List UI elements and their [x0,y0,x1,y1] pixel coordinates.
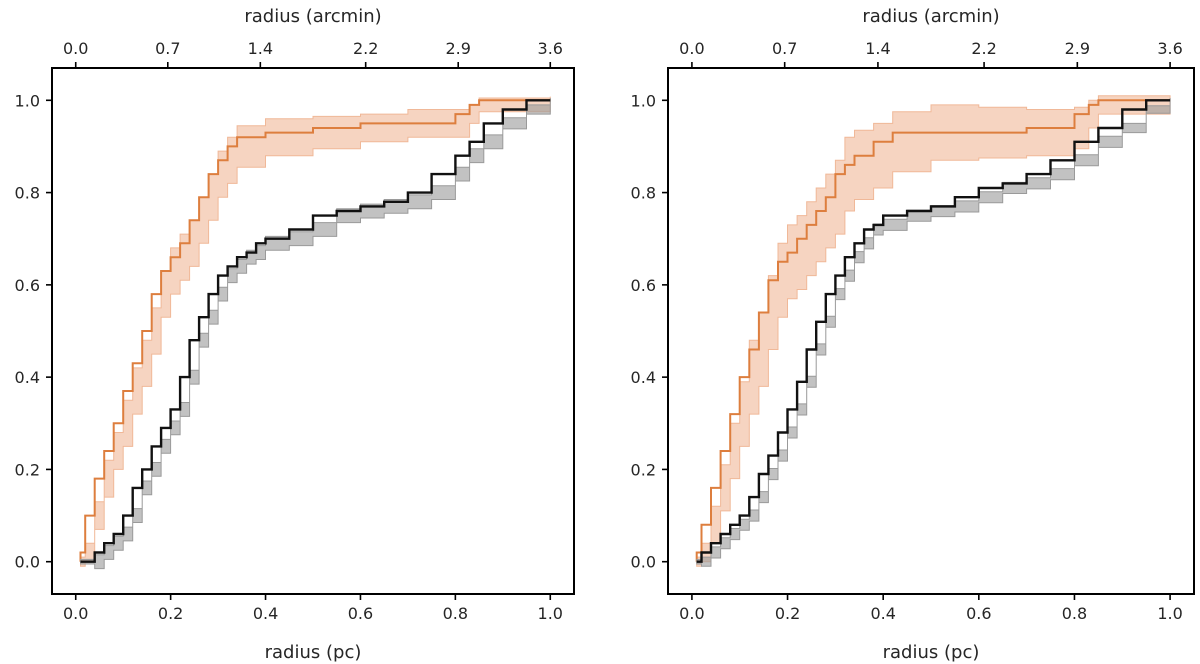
right-y-tick-label: 0.0 [631,553,656,572]
left-axes-frame [51,67,575,595]
left-y-tick-label: 0.0 [15,553,40,572]
left-top-axis-label: radius (arcmin) [244,6,381,27]
right-top-tick-label: 2.9 [1065,39,1090,58]
right-y-tick-label: 0.2 [631,460,656,479]
right-x-tick-label: 0.2 [775,604,800,623]
right-axes-frame [667,67,1195,595]
right-x-tick-label: 1.0 [1157,604,1182,623]
right-top-tick-label: 3.6 [1157,39,1182,58]
left-y-tick-label: 0.2 [15,460,40,479]
right-top-tick-label: 0.7 [772,39,797,58]
left-black-series-line [80,99,551,563]
right-black-confidence-band [696,98,1171,567]
right-top-tick-label: 2.2 [971,39,996,58]
left-y-tick-label: 1.0 [15,91,40,110]
left-x-tick-label: 0.0 [63,604,88,623]
left-y-tick-label: 0.4 [15,368,40,387]
right-x-tick-label: 0.6 [966,604,991,623]
left-top-tick-label: 2.2 [353,39,378,58]
right-black-series-line [696,99,1171,563]
left-orange-series-line [79,99,551,562]
right-y-tick-label: 1.0 [631,91,656,110]
left-top-tick-label: 0.7 [155,39,180,58]
right-top-axis-label: radius (arcmin) [862,6,999,27]
left-x-tick-label: 0.4 [253,604,278,623]
left-x-tick-label: 0.2 [158,604,183,623]
left-x-tick-label: 0.6 [348,604,373,623]
left-bottom-axis-label: radius (pc) [265,642,362,663]
left-x-tick-label: 0.8 [443,604,468,623]
left-top-tick-label: 3.6 [538,39,563,58]
right-x-tick-label: 0.0 [679,604,704,623]
left-black-confidence-band [80,98,551,570]
left-y-tick-label: 0.6 [15,276,40,295]
right-orange-series-line [695,99,1171,562]
right-x-tick-label: 0.8 [1062,604,1087,623]
right-y-tick-label: 0.4 [631,368,656,387]
left-top-tick-label: 1.4 [248,39,273,58]
right-x-tick-label: 0.4 [870,604,895,623]
left-top-tick-label: 0.0 [63,39,88,58]
right-top-tick-label: 0.0 [679,39,704,58]
left-x-tick-label: 1.0 [538,604,563,623]
left-panel: radius (arcmin) radius (pc) 0.0 0.2 0.4 0.6… [15,6,575,663]
right-y-tick-label: 0.8 [631,184,656,203]
left-y-tick-label: 0.8 [15,184,40,203]
right-top-tick-label: 1.4 [865,39,890,58]
left-top-tick-label: 2.9 [445,39,470,58]
right-panel: radius (arcmin) radius (pc) 0.0 0.2 0.4 0.6… [631,6,1195,663]
right-bottom-axis-label: radius (pc) [883,642,980,663]
right-y-tick-label: 0.6 [631,276,656,295]
